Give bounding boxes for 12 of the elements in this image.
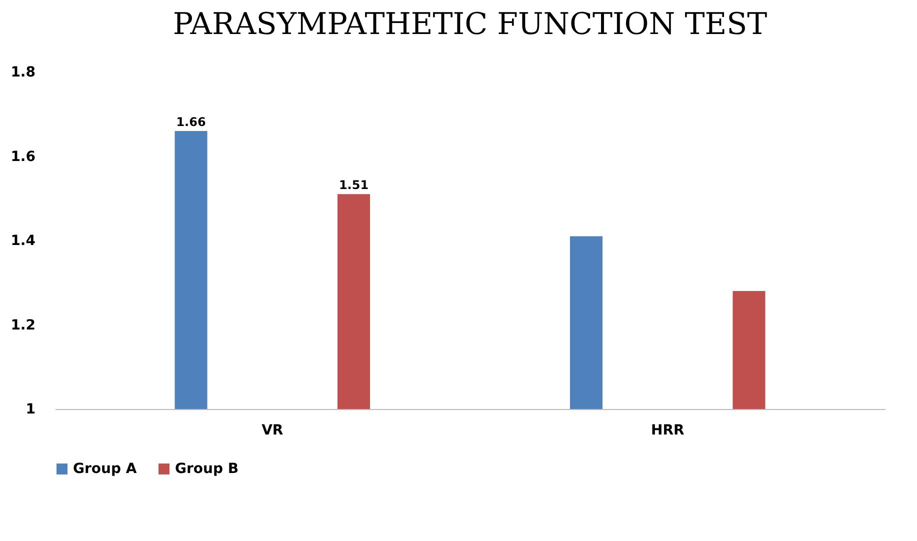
- y-tick-label: 1.4: [10, 233, 36, 249]
- data-label: 1.66: [176, 114, 206, 129]
- y-tick-label: 1.6: [10, 148, 36, 165]
- x-tick-label: VR: [262, 422, 284, 438]
- legend-label: Group B: [175, 461, 239, 477]
- x-tick-label: HRR: [650, 422, 684, 438]
- chart-title: PARASYMPATHETIC FUNCTION TEST: [172, 7, 768, 42]
- y-tick-label: 1: [26, 402, 36, 418]
- data-label: 1.51: [338, 178, 369, 192]
- y-tick-label: 1.8: [10, 64, 36, 80]
- y-tick-label: 1.2: [10, 317, 36, 334]
- legend-label: Group A: [73, 461, 137, 477]
